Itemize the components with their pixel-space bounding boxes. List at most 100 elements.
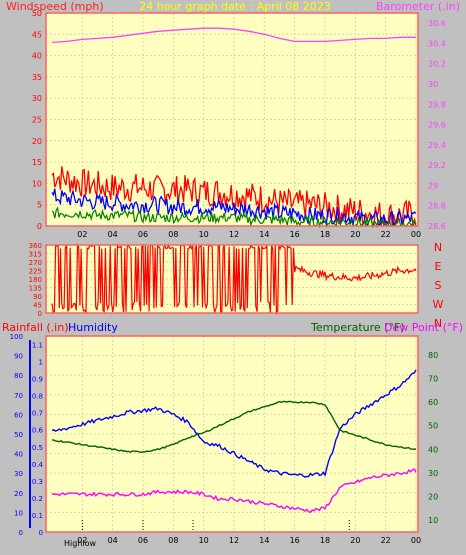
top-frame [45,12,419,227]
direction-tick-label: 135 [29,285,42,293]
direction-tick-label: 225 [29,268,42,276]
graph-title: 24 hour graph date : April 08 2023 [139,0,331,13]
wind-tick-label: 15 [32,158,42,167]
x-tick-label: 16 [290,536,300,545]
x-tick-label: 12 [229,536,239,545]
wind-tick-label: 25 [32,116,42,125]
rainfall-tick-label: 1 [39,359,43,367]
x-tick-label: 00 [411,230,421,239]
rainfall-tick-label: 0.6 [32,427,44,435]
humidity-tick-label: 40 [14,451,23,459]
temperature-tick-label: 70 [428,375,438,384]
compass-label: N [434,317,442,330]
humidity-temperature-series [51,369,417,532]
humidity-tick-label: 70 [14,392,23,400]
temperature-label: Temperature (°F) [310,321,405,334]
humidity-tick-label: 60 [14,411,23,419]
humidity-line [51,369,417,478]
rainfall-tick-label: 0.8 [32,393,43,401]
barometer-line [51,27,416,44]
humidity-label: Humidity [68,321,118,334]
x-tick-label: 18 [320,536,330,545]
wind-label: Windspeed (mph) [6,0,104,13]
rainfall-tick-label: 0.3 [32,478,43,486]
wind-tick-label: 0 [37,222,42,231]
barometer-tick-label: 29.2 [428,161,446,170]
x-tick-label: 12 [229,230,239,239]
rainfall-tick-label: 0.9 [32,376,43,384]
direction-tick-label: 270 [29,259,42,267]
rainfall-tick-label: 1.1 [32,342,43,350]
x-tick-label: 00 [411,536,421,545]
direction-tick-label: 360 [29,242,42,250]
x-tick-label: 08 [168,536,178,545]
compass-label: W [433,298,444,311]
wind-tick-label: 45 [32,30,42,39]
humidity-tick-label: 90 [14,353,23,361]
bottom-frame [45,335,419,533]
barometer-tick-label: 30.4 [428,39,446,48]
direction-tick-label: 45 [33,302,42,310]
x-tick-label: 20 [350,230,360,239]
temperature-tick-label: 30 [428,469,438,478]
barometer-tick-label: 29.6 [428,121,446,130]
barometer-tick-label: 29 [428,181,438,190]
direction-tick-label: 0 [38,310,42,318]
barometer-tick-label: 30.2 [428,60,446,69]
barometer-label: Barometer (.in) [376,0,460,13]
x-tick-label: 14 [259,230,269,239]
x-tick-label: 22 [381,230,391,239]
rainfall-tick-label: 0.5 [32,444,43,452]
x-tick-label: 08 [168,230,178,239]
temperature-tick-label: 60 [428,398,438,407]
x-tick-label: 04 [108,536,118,545]
wind-tick-label: 20 [32,137,42,146]
x-tick-label: 18 [320,230,330,239]
humidity-tick-label: 100 [10,333,23,341]
direction-series [51,242,417,316]
rainfall-label: Rainfall (.in) [2,321,69,334]
direction-tick-label: 180 [29,276,42,284]
direction-line [51,242,417,316]
dewpoint-line [51,468,417,513]
barometer-tick-label: 28.8 [428,202,446,211]
dewpoint-label: Dew Point (°F) [384,321,463,334]
barometer-tick-label: 30.6 [428,19,446,28]
rainfall-tick-label: 0.4 [32,461,44,469]
direction-tick-label: 315 [29,251,42,259]
direction-tick-label: 90 [33,293,42,301]
temperature-tick-label: 40 [428,445,438,454]
rainfall-tick-label: 0 [39,529,43,537]
wind-tick-label: 5 [37,201,42,210]
humidity-tick-label: 0 [19,529,23,537]
x-tick-label: 16 [290,230,300,239]
x-tick-label: 20 [350,536,360,545]
x-tick-label: 02 [77,536,87,545]
wind-tick-label: 40 [32,52,42,61]
top-tick-labels: 02 04 06 08 10 12 14 16 18 20 22 000510152025303540… [32,9,446,239]
barometer-tick-label: 29.4 [428,141,446,150]
compass-label: S [435,279,442,292]
temperature-tick-label: 50 [428,422,438,431]
wind-tick-label: 30 [32,94,42,103]
humidity-tick-label: 50 [14,431,23,439]
humidity-tick-label: 10 [14,509,23,517]
barometer-tick-label: 30 [428,80,438,89]
wind-tick-label: 35 [32,73,42,82]
wind-tick-label: 10 [32,179,42,188]
rainfall-tick-label: 0.7 [32,410,43,418]
compass-label: E [435,260,442,273]
x-tick-label: 14 [259,536,269,545]
wind-tick-label: 50 [32,9,42,18]
x-tick-label: 22 [381,536,391,545]
humidity-tick-label: 30 [14,470,23,478]
x-tick-label: 06 [138,536,148,545]
temperature-tick-label: 10 [428,516,438,525]
barometer-tick-label: 29.8 [428,100,446,109]
x-tick-label: 04 [108,230,118,239]
humidity-tick-label: 80 [14,372,23,380]
x-tick-label: 06 [138,230,148,239]
rainfall-tick-label: 0.1 [32,512,43,520]
